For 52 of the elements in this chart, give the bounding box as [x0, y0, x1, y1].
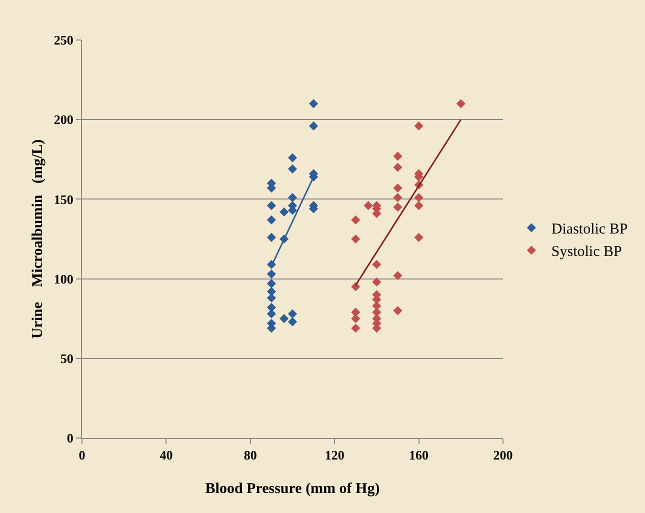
- point: [393, 271, 402, 280]
- point: [414, 232, 424, 242]
- x-tick-label: 200: [493, 448, 513, 463]
- y-tick-label: 250: [54, 32, 74, 48]
- point: [351, 314, 360, 324]
- point: [288, 153, 298, 162]
- point: [266, 215, 276, 224]
- point: [393, 202, 402, 212]
- point: [393, 162, 402, 172]
- point: [266, 269, 276, 279]
- point: [288, 193, 298, 202]
- point: [288, 317, 298, 326]
- point: [393, 184, 402, 193]
- point: [414, 201, 424, 210]
- point: [280, 207, 289, 216]
- point: [288, 309, 298, 318]
- point: [414, 121, 424, 131]
- point: [288, 164, 298, 174]
- point: [393, 306, 402, 316]
- point: [351, 234, 360, 244]
- x-tick-label: 120: [324, 448, 344, 463]
- x-axis-title: Blood Pressure (mm of Hg): [205, 481, 380, 497]
- point: [456, 99, 466, 108]
- legend-label: Diastolic BP: [551, 222, 628, 238]
- point: [309, 121, 318, 131]
- point: [266, 201, 276, 210]
- x-tick-label: 40: [160, 448, 173, 463]
- point: [266, 232, 276, 242]
- point: [266, 302, 276, 312]
- x-tick-label: 0: [78, 448, 86, 463]
- point: [372, 260, 382, 270]
- y-tick-label: 0: [66, 430, 74, 446]
- point: [351, 215, 360, 224]
- y-tick-label: 150: [54, 192, 74, 207]
- y-axis-title: Urine Microalbumin (mg/L): [30, 139, 46, 339]
- point: [280, 314, 289, 324]
- x-tick-label: 80: [244, 448, 257, 463]
- x-tick-label: 160: [409, 448, 429, 463]
- point: [266, 286, 276, 296]
- legend-label: Systolic BP: [551, 244, 622, 260]
- point: [393, 193, 402, 202]
- y-tick-label: 50: [60, 350, 74, 366]
- point: [266, 279, 276, 288]
- point: [351, 324, 360, 333]
- point: [414, 193, 424, 202]
- point: [393, 152, 402, 161]
- point: [351, 282, 360, 292]
- y-tick-label: 100: [54, 271, 74, 286]
- point: [309, 99, 318, 108]
- point: [364, 201, 373, 210]
- y-tick-label: 200: [54, 112, 74, 128]
- point: [372, 277, 382, 287]
